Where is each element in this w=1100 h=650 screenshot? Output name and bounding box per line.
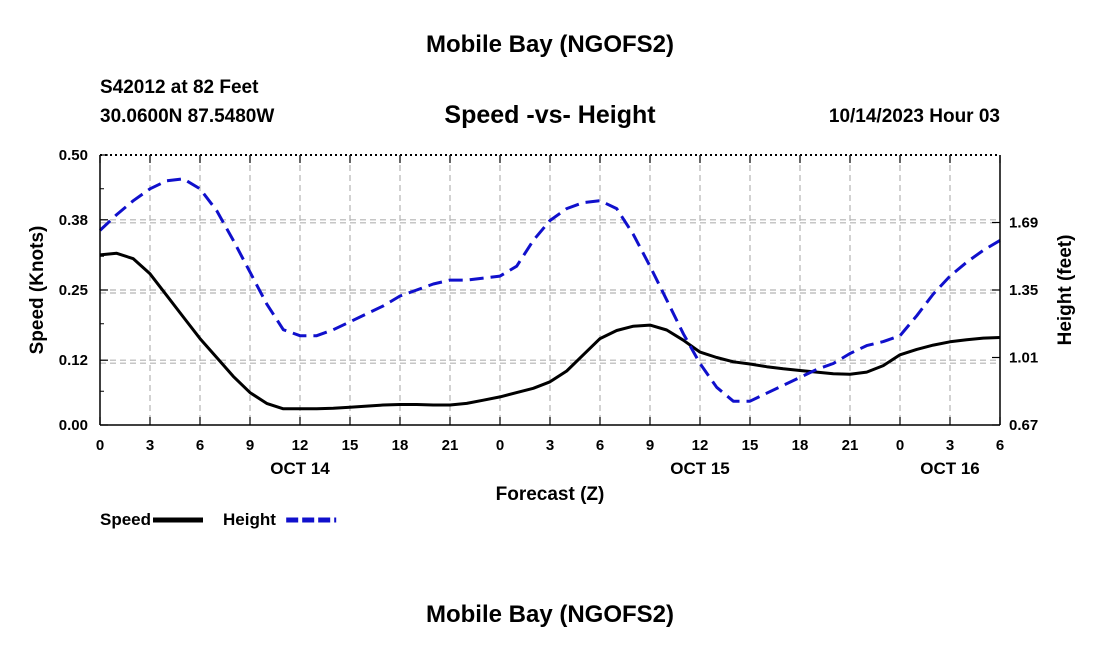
date-label: OCT 15 [670, 459, 730, 478]
legend-label-speed: Speed [100, 510, 151, 529]
y-axis-label: Speed (Knots) [27, 226, 48, 355]
x-tick-label: 3 [946, 437, 954, 454]
x-tick-label: 9 [646, 437, 654, 454]
x-axis-label: Forecast (Z) [496, 484, 605, 505]
x-tick-label: 0 [496, 437, 504, 454]
x-tick-label: 15 [342, 437, 359, 454]
date-label: OCT 14 [270, 459, 330, 478]
x-tick-label: 6 [596, 437, 604, 454]
x-tick-label: 12 [692, 437, 709, 454]
x-tick-label: 21 [442, 437, 459, 454]
axes: 0 3 6 9 12 15 18 21 0 3 6 9 12 15 18 21 0 3 6 OCT 14 OCT 15 O… [59, 147, 1038, 478]
x-tick-label: 6 [196, 437, 204, 454]
station-coordinates: 30.0600N 87.5480W [100, 106, 275, 127]
x-tick-label: 15 [742, 437, 759, 454]
series-layer [98, 177, 1001, 411]
height-series-line [98, 177, 1001, 403]
forecast-run-time: 10/14/2023 Hour 03 [828, 106, 1000, 127]
y-tick-label: 0.38 [59, 212, 88, 229]
x-tick-label: 21 [842, 437, 859, 454]
date-label: OCT 16 [920, 459, 980, 478]
footer-title: Mobile Bay (NGOFS2) [425, 601, 675, 628]
legend-label-height: Height [223, 510, 276, 529]
y2-axis-label: Height (feet) [1055, 235, 1076, 346]
y2-tick-label: 1.01 [1009, 350, 1038, 367]
page-title: Mobile Bay (NGOFS2) [425, 31, 675, 58]
x-tick-label: 6 [996, 437, 1004, 454]
x-tick-label: 12 [292, 437, 309, 454]
x-tick-label: 3 [146, 437, 154, 454]
x-tick-label: 9 [246, 437, 254, 454]
y2-tick-label: 1.35 [1009, 282, 1038, 299]
y2-tick-label: 0.67 [1009, 417, 1038, 434]
x-tick-label: 3 [546, 437, 554, 454]
grid [100, 155, 1000, 425]
y-tick-label: 0.00 [59, 417, 88, 434]
y-tick-label: 0.50 [59, 147, 88, 164]
speed-series-line [99, 251, 1001, 411]
y-tick-label: 0.25 [59, 282, 88, 299]
chart-title: Speed -vs- Height [444, 101, 656, 129]
x-tick-label: 0 [896, 437, 904, 454]
y2-tick-label: 1.69 [1009, 215, 1038, 232]
x-tick-label: 18 [392, 437, 409, 454]
y-tick-label: 0.12 [59, 352, 88, 369]
legend: Speed Height [100, 510, 337, 529]
x-tick-label: 18 [792, 437, 809, 454]
station-label: S42012 at 82 Feet [100, 77, 259, 98]
x-tick-label: 0 [96, 437, 104, 454]
